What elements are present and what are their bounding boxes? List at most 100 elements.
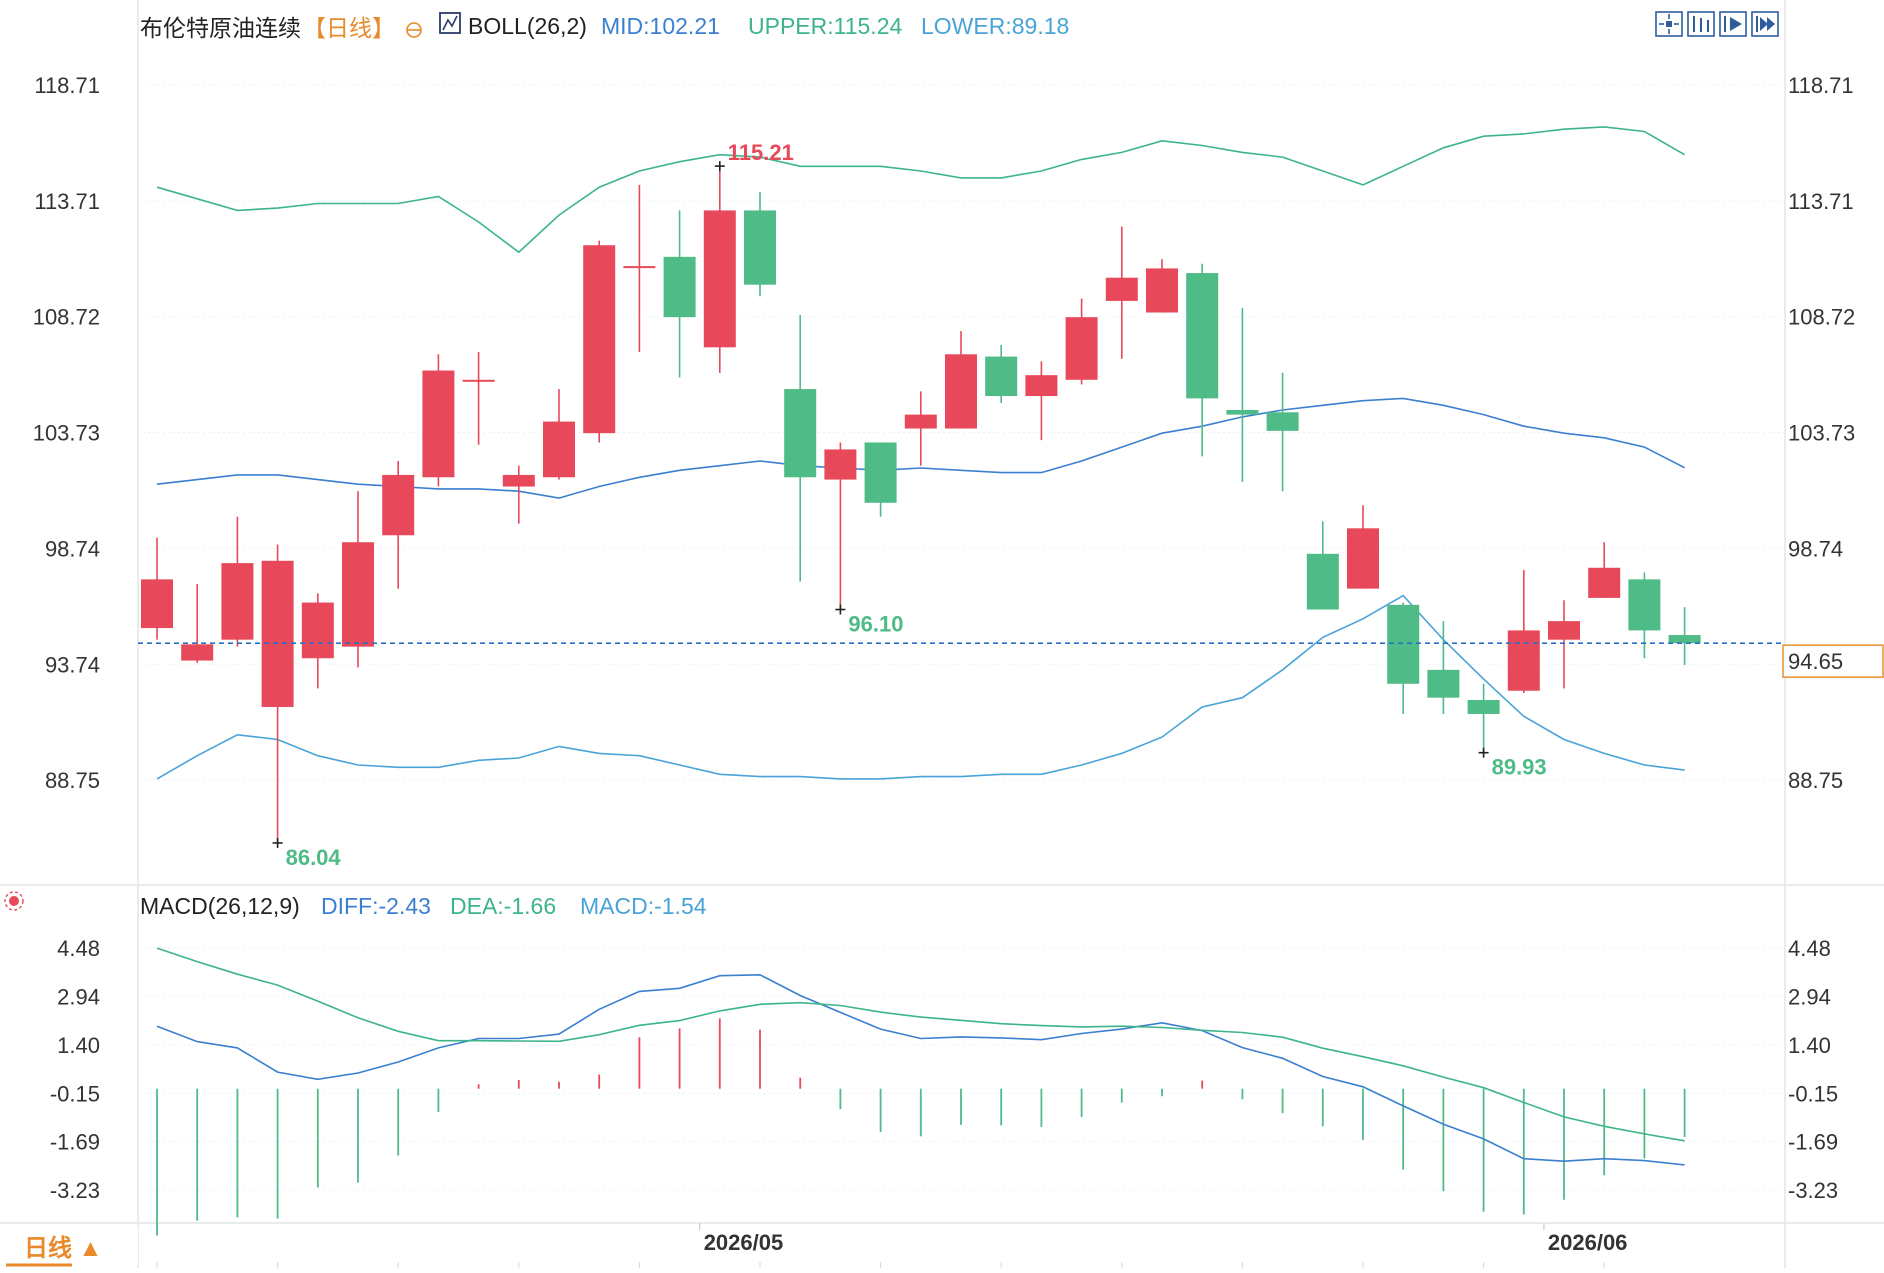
candle-body xyxy=(261,560,294,707)
candle-up xyxy=(462,351,495,445)
main-header: 布伦特原油连续【日线】 xyxy=(140,15,395,41)
price-tick-left: 98.74 xyxy=(45,536,100,561)
candle-body xyxy=(1548,621,1580,640)
candle-up xyxy=(502,465,535,524)
candle-up xyxy=(221,516,254,647)
macd-hist-value: MACD:-1.54 xyxy=(580,893,707,919)
candle-up xyxy=(181,583,214,663)
macd-tick-right: 2.94 xyxy=(1788,984,1831,1009)
candle-up xyxy=(1347,505,1379,589)
candle-up xyxy=(1548,600,1580,689)
instrument-title: 布伦特原油连续 xyxy=(140,15,301,41)
boll-header: BOLL(26,2) MID:102.21 UPPER:115.24 LOWER… xyxy=(468,13,1069,39)
candle-up xyxy=(1025,361,1058,441)
macd-tick-left: -0.15 xyxy=(50,1081,100,1106)
macd-dea-line xyxy=(156,947,1685,1142)
candle-body xyxy=(703,210,736,348)
macd-tick-left: 4.48 xyxy=(57,936,100,961)
candle-body xyxy=(382,474,415,536)
candle-body xyxy=(1588,567,1621,598)
macd-layer xyxy=(156,947,1686,1236)
candle-body xyxy=(1347,528,1379,589)
candle-up xyxy=(623,184,656,352)
price-tick-left: 118.71 xyxy=(34,73,100,98)
candle-up xyxy=(1146,259,1178,313)
bars-icon[interactable] xyxy=(1687,11,1715,37)
candle-up xyxy=(1507,570,1540,694)
candle-body xyxy=(1105,277,1138,301)
candle-down xyxy=(1306,521,1339,610)
price-tick-left: 108.72 xyxy=(33,305,100,330)
current-price-value: 94.65 xyxy=(1788,649,1843,674)
date-label: 2026/05 xyxy=(704,1230,784,1255)
boll-upper-value: UPPER:115.24 xyxy=(748,13,902,39)
candle-up xyxy=(1065,298,1098,385)
macd-tick-right: -1.69 xyxy=(1788,1130,1838,1155)
macd-tick-left: -3.23 xyxy=(50,1178,100,1203)
clock-icon[interactable] xyxy=(406,22,422,38)
macd-dea-value: DEA:-1.66 xyxy=(450,893,556,919)
candle-up xyxy=(543,389,575,480)
price-tick-right: 108.72 xyxy=(1788,305,1855,330)
candle-down xyxy=(784,314,817,582)
candle-body xyxy=(462,379,495,382)
axis-labels: 118.71 118.71 113.71 113.71 108.72 108.72 103.… xyxy=(33,73,1855,1268)
candle-up xyxy=(261,544,294,843)
step-icon[interactable] xyxy=(1719,11,1747,37)
candle-down xyxy=(1427,621,1460,714)
candle-down xyxy=(1226,307,1259,482)
markers: 115.21 96.10 86.04 89.93 xyxy=(272,140,1547,870)
price-tick-right: 113.71 xyxy=(1788,189,1854,214)
period-label: 【日线】 xyxy=(303,15,395,41)
candle-down xyxy=(864,442,897,517)
date-label: 2026/06 xyxy=(1548,1230,1628,1255)
candle-down xyxy=(744,191,776,297)
boll-lower-value: LOWER:89.18 xyxy=(921,13,1069,39)
candle-body xyxy=(342,542,374,647)
candle-down xyxy=(1668,607,1701,666)
candle-down xyxy=(1186,263,1219,457)
macd-diff-value: DIFF:-2.43 xyxy=(321,893,431,919)
candle-body xyxy=(1427,669,1460,698)
candle-body xyxy=(221,563,254,640)
candle-body xyxy=(744,210,776,285)
candle-body xyxy=(1387,604,1420,684)
period-button[interactable]: 日线 ▲ xyxy=(0,1227,138,1267)
candle-down xyxy=(1628,572,1661,659)
candle-down xyxy=(1387,602,1420,714)
macd-tick-left: 2.94 xyxy=(57,984,100,1009)
macd-label: MACD(26,12,9) xyxy=(140,893,300,919)
marker-label: 86.04 xyxy=(286,845,342,870)
last-icon[interactable] xyxy=(1751,11,1779,37)
candle-up xyxy=(583,240,616,443)
candle-down xyxy=(1467,683,1500,753)
fit-icon[interactable] xyxy=(1655,11,1683,37)
settings-icon[interactable] xyxy=(4,891,24,911)
candle-body xyxy=(1507,630,1540,691)
candle-body xyxy=(1668,635,1701,644)
candle-body xyxy=(543,421,575,478)
candle-up xyxy=(141,537,173,640)
marker-label: 96.10 xyxy=(848,612,903,637)
candle-up xyxy=(703,166,736,373)
macd-header: MACD(26,12,9) DIFF:-2.43 DEA:-1.66 MACD:… xyxy=(140,893,707,919)
candle-body xyxy=(141,579,173,629)
candle-body xyxy=(422,370,455,478)
candles xyxy=(141,166,1701,843)
candle-body xyxy=(583,245,616,434)
price-tick-left: 103.73 xyxy=(33,420,100,445)
candle-down xyxy=(985,345,1018,404)
candle-body xyxy=(864,442,897,503)
current-price-tag: 94.65 xyxy=(1782,644,1884,678)
macd-tick-right: -3.23 xyxy=(1788,1178,1838,1203)
macd-tick-left: -1.69 xyxy=(50,1130,100,1155)
boll-upper-line xyxy=(156,126,1685,254)
price-tick-right: 98.74 xyxy=(1788,536,1843,561)
indicator-icon[interactable] xyxy=(439,12,461,34)
candle-body xyxy=(1628,579,1661,631)
candle-body xyxy=(663,256,696,318)
macd-tick-right: -0.15 xyxy=(1788,1081,1838,1106)
candle-body xyxy=(784,389,817,478)
